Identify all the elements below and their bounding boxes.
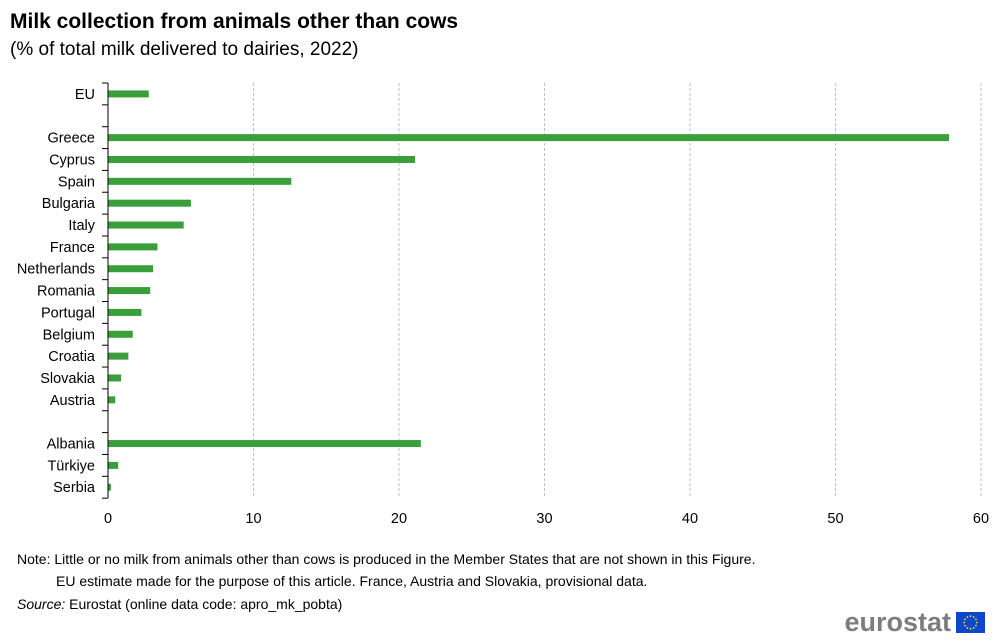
x-tick-label: 10 — [245, 511, 261, 527]
x-tick-label: 60 — [973, 511, 989, 527]
x-tick-label: 30 — [536, 511, 552, 527]
y-tick-label: Albania — [47, 437, 96, 453]
bars — [108, 90, 949, 491]
bar-chart: 0 10 20 30 40 50 60 EU Greece Cyprus Spain Bulgaria… — [17, 82, 989, 527]
flag-star — [963, 621, 966, 624]
flag-star — [966, 616, 969, 618]
bar — [108, 374, 122, 382]
bar — [108, 330, 133, 338]
y-tick-label: Slovakia — [40, 371, 96, 387]
bar — [108, 134, 949, 142]
y-tick-label: Cyprus — [49, 152, 95, 168]
eurostat-logo: eurostat — [844, 607, 985, 638]
bar — [108, 308, 142, 316]
flag-star — [969, 615, 972, 618]
source-text: Eurostat (online data code: apro_mk_pobt… — [65, 596, 343, 612]
flag-star — [975, 618, 977, 621]
bar — [108, 177, 292, 185]
bar — [108, 461, 119, 469]
chart-source: Source: Eurostat (online data code: apro… — [17, 596, 342, 612]
y-tick-label: Spain — [58, 174, 95, 190]
y-tick-label: EU — [75, 87, 95, 103]
bar — [108, 221, 184, 229]
tick-labels: 0 10 20 30 40 50 60 EU Greece Cyprus Spain Bulgaria… — [17, 87, 989, 527]
flag-star — [966, 627, 969, 629]
grid-lines — [253, 83, 982, 499]
bar — [108, 155, 416, 163]
flag-star — [969, 627, 972, 630]
x-tick-label: 40 — [682, 511, 698, 527]
y-tick-label: Serbia — [53, 480, 96, 496]
flag-star — [964, 618, 966, 621]
y-tick-label: Austria — [50, 393, 96, 409]
y-tick-label: Romania — [37, 284, 96, 300]
flag-star — [964, 624, 966, 627]
bar — [108, 352, 129, 360]
chart-subtitle: (% of total milk delivered to dairies, 2… — [10, 39, 359, 60]
y-tick-label: Greece — [47, 131, 95, 147]
y-tick-label: Türkiye — [47, 458, 95, 474]
bar — [108, 287, 151, 295]
bar — [108, 243, 158, 251]
y-tick-label: Italy — [68, 218, 95, 234]
y-tick-label: Portugal — [41, 305, 95, 321]
x-tick-label: 20 — [391, 511, 407, 527]
note-line-1: Note: Little or no milk from animals oth… — [17, 551, 756, 567]
bar — [108, 265, 154, 273]
y-tick-label: Netherlands — [17, 262, 95, 278]
note-line-2: EU estimate made for the purpose of this… — [56, 573, 648, 589]
logo-text: eurostat — [844, 607, 951, 637]
y-tick-label: France — [50, 240, 95, 256]
axes — [102, 82, 109, 499]
bar — [108, 440, 421, 448]
y-tick-label: Bulgaria — [42, 196, 96, 212]
y-tick-label: Croatia — [48, 349, 96, 365]
x-tick-label: 0 — [104, 511, 112, 527]
flag-star — [972, 627, 975, 629]
y-tick-label: Belgium — [43, 327, 95, 343]
bar — [108, 396, 116, 404]
flag-star — [975, 624, 977, 627]
chart-title: Milk collection from animals other than … — [10, 10, 459, 33]
bar — [108, 483, 111, 491]
flag-star — [975, 621, 978, 624]
bar — [108, 199, 191, 207]
flag-star — [972, 616, 975, 618]
chart-note: Note: Little or no milk from animals oth… — [17, 548, 755, 592]
eu-flag-icon — [956, 612, 985, 633]
x-tick-label: 50 — [827, 511, 843, 527]
source-label: Source: — [17, 596, 66, 612]
bar — [108, 90, 149, 98]
